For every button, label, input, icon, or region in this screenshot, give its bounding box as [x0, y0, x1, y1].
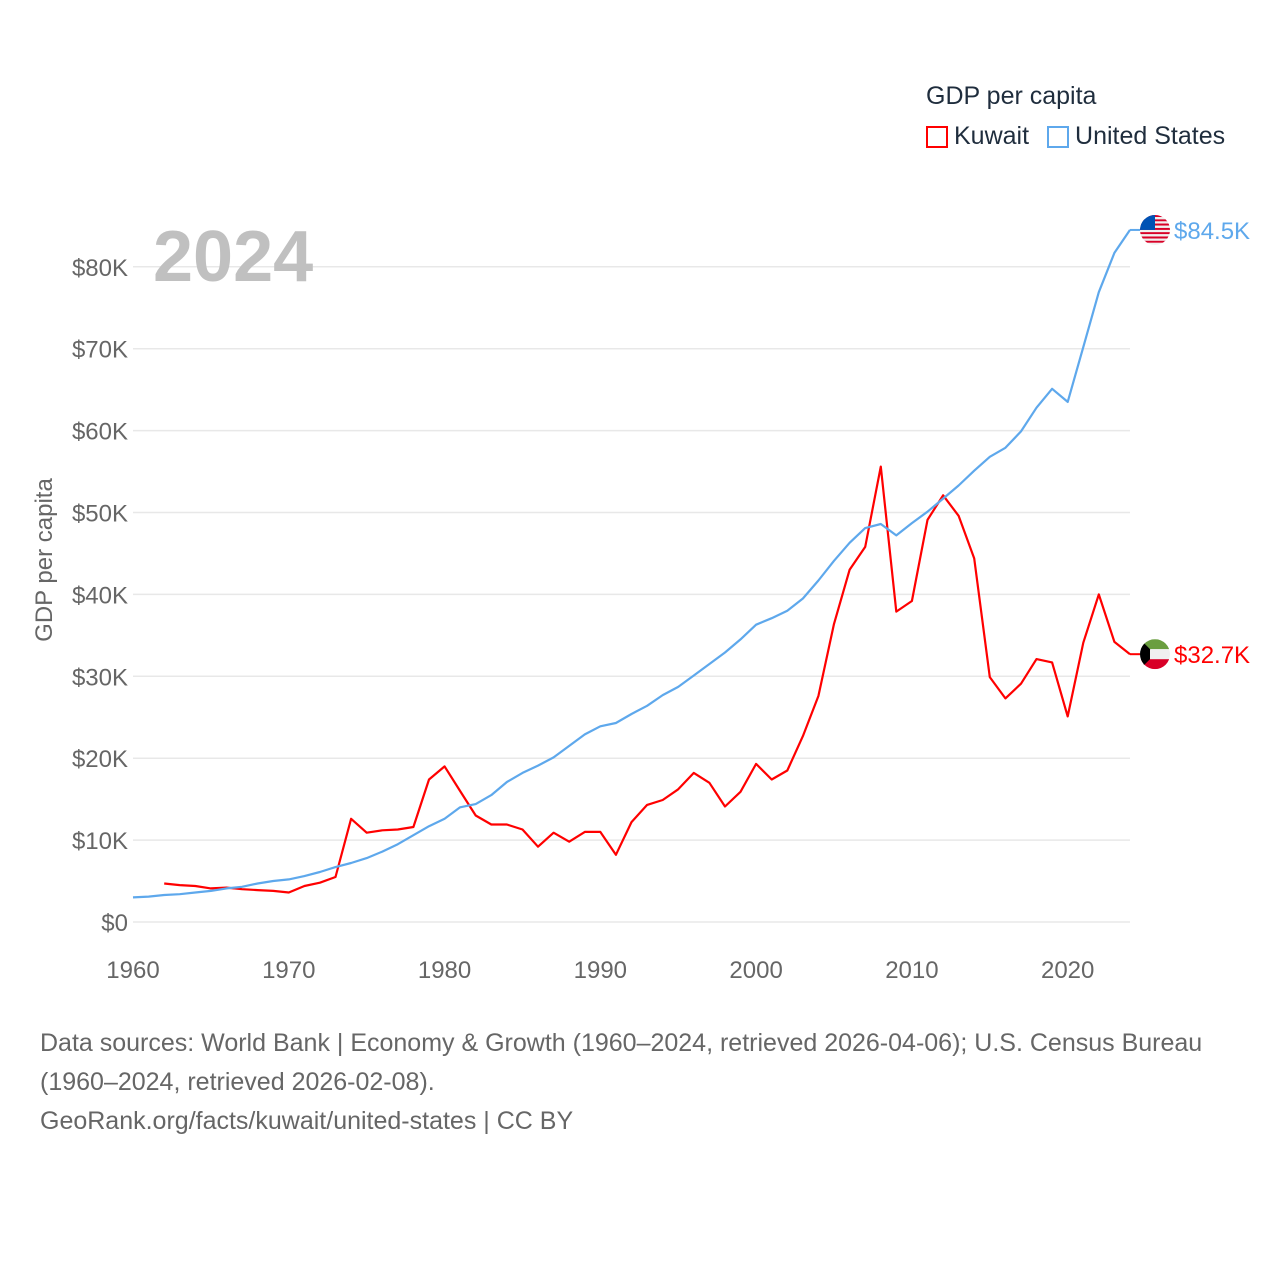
year-label: 2024 [153, 217, 313, 297]
legend-swatch-kuwait [926, 125, 948, 148]
y-axis-label: GDP per capita [31, 478, 58, 642]
legend-item-united-states[interactable]: United States [1047, 122, 1225, 151]
legend-label-kuwait: Kuwait [954, 122, 1030, 150]
y-tick-label: $50K [72, 501, 128, 528]
y-tick-label: $60K [72, 419, 128, 446]
x-tick-label: 2000 [729, 957, 782, 984]
legend-title: GDP per capita [926, 82, 1097, 110]
credit-link[interactable]: GeoRank.org/facts/kuwait/united-states |… [40, 1107, 574, 1135]
y-tick-label: $0 [101, 910, 128, 937]
end-label-united-states: $84.5K [1174, 218, 1250, 245]
end-label-kuwait: $32.7K [1174, 642, 1250, 669]
x-tick-label: 2010 [885, 957, 938, 984]
x-tick-label: 1990 [574, 957, 627, 984]
legend: Kuwait United States [926, 122, 1225, 151]
footer: Data sources: World Bank | Economy & Gro… [40, 1024, 1240, 1141]
y-tick-label: $10K [72, 828, 128, 855]
series-line-united-states [132, 229, 1131, 899]
x-tick-label: 1980 [418, 957, 471, 984]
x-tick-label: 1960 [106, 957, 159, 984]
y-tick-label: $40K [72, 582, 128, 609]
x-tick-label: 2020 [1041, 957, 1094, 984]
legend-label-united-states: United States [1075, 122, 1226, 150]
line-chart: $0 $10K $20K $30K $40K $50K $60K $70K $80K 1960 19… [31, 214, 1250, 984]
y-tick-label: $80K [72, 255, 128, 282]
y-tick-label: $30K [72, 664, 128, 691]
legend-swatch-united-states [1047, 125, 1070, 148]
y-tick-label: $70K [72, 337, 128, 364]
kuwait-flag-icon [1140, 639, 1170, 670]
data-sources: Data sources: World Bank | Economy & Gro… [40, 1029, 1203, 1096]
x-tick-label: 1970 [262, 957, 315, 984]
y-tick-label: $20K [72, 746, 128, 773]
united-states-flag-icon [1140, 214, 1170, 245]
legend-item-kuwait[interactable]: Kuwait [926, 122, 1029, 151]
series-line-kuwait [164, 465, 1131, 894]
